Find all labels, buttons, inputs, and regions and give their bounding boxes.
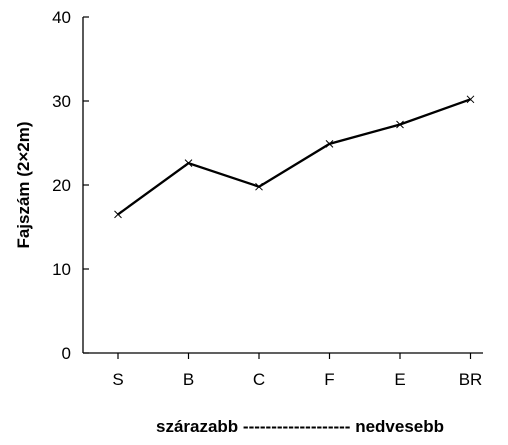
y-ticks: 0 10 20 30 40 (52, 8, 89, 363)
x-tick-label: C (253, 370, 265, 389)
y-tick-label: 0 (62, 344, 71, 363)
data-point-marker (466, 95, 475, 104)
x-tick-label: F (324, 370, 334, 389)
x-axis-label: szárazabb ------------------- nedvesebb (156, 417, 444, 436)
data-point-marker (184, 159, 193, 168)
y-tick-label: 10 (52, 260, 71, 279)
x-tick-label: B (183, 370, 194, 389)
x-tick-label: E (394, 370, 405, 389)
y-tick-label: 20 (52, 176, 71, 195)
x-ticks: S B C F E BR (112, 353, 482, 389)
data-point-marker (255, 182, 263, 191)
axes (82, 17, 483, 354)
series-line (117, 98, 471, 216)
y-tick-label: 40 (52, 8, 71, 27)
x-tick-label: BR (459, 370, 483, 389)
data-point-marker (325, 139, 334, 148)
y-tick-label: 30 (52, 92, 71, 111)
series (114, 95, 475, 219)
y-axis-label: Fajszám (2×2m) (14, 121, 33, 248)
data-point-marker (114, 210, 122, 219)
data-point-marker (396, 120, 404, 129)
x-tick-label: S (112, 370, 123, 389)
